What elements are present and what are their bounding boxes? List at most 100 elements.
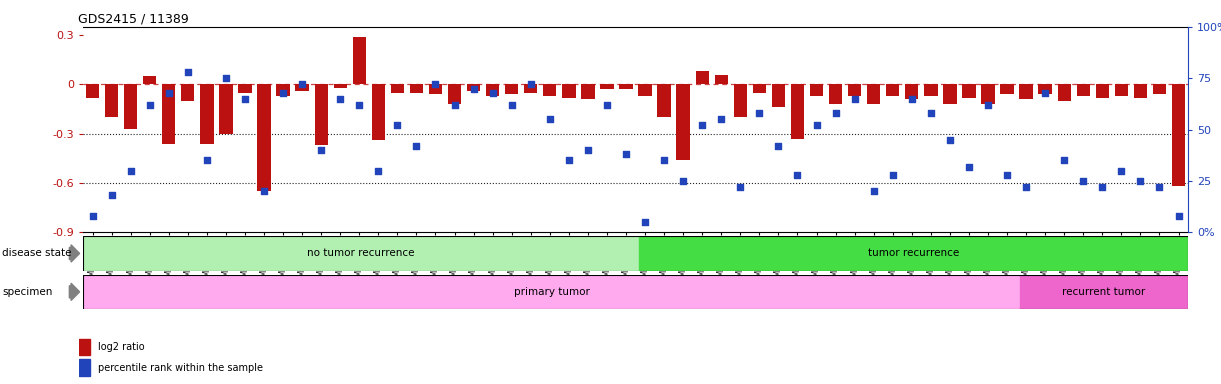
Bar bbox=[466, 84, 480, 91]
Bar bbox=[1134, 84, 1147, 98]
Point bbox=[902, 96, 922, 102]
Bar bbox=[429, 84, 442, 94]
FancyArrow shape bbox=[70, 245, 79, 262]
Point bbox=[559, 157, 579, 164]
Bar bbox=[847, 84, 861, 96]
Bar bbox=[1115, 84, 1128, 96]
Point bbox=[617, 151, 636, 157]
Bar bbox=[238, 84, 252, 93]
Point bbox=[121, 167, 140, 174]
Point bbox=[674, 178, 694, 184]
Point bbox=[349, 102, 369, 108]
Bar bbox=[1039, 84, 1051, 94]
Point bbox=[635, 219, 654, 225]
Point bbox=[159, 89, 178, 96]
Bar bbox=[924, 84, 938, 96]
Bar bbox=[543, 84, 557, 96]
Point bbox=[274, 89, 293, 96]
Point bbox=[197, 157, 216, 164]
Bar bbox=[810, 84, 823, 96]
Point bbox=[788, 172, 807, 178]
Bar bbox=[333, 84, 347, 88]
Point bbox=[178, 69, 198, 75]
Point bbox=[940, 137, 960, 143]
Bar bbox=[1000, 84, 1013, 94]
Point bbox=[825, 110, 845, 116]
Point bbox=[654, 157, 674, 164]
Point bbox=[216, 75, 236, 81]
Bar bbox=[83, 275, 1020, 309]
Text: log2 ratio: log2 ratio bbox=[98, 342, 144, 352]
Point bbox=[845, 96, 864, 102]
Point bbox=[369, 167, 388, 174]
FancyArrow shape bbox=[70, 283, 79, 300]
Bar bbox=[1020, 275, 1188, 309]
Point bbox=[140, 102, 160, 108]
Bar bbox=[258, 84, 271, 191]
Bar bbox=[943, 84, 956, 104]
Bar bbox=[581, 84, 595, 99]
Bar bbox=[905, 84, 918, 99]
Point bbox=[464, 86, 484, 92]
Bar bbox=[1095, 84, 1109, 98]
Point bbox=[921, 110, 940, 116]
Bar bbox=[79, 359, 90, 376]
Bar bbox=[353, 37, 366, 84]
Bar bbox=[1153, 84, 1166, 94]
Bar bbox=[220, 84, 232, 134]
Text: tumor recurrence: tumor recurrence bbox=[868, 248, 958, 258]
Bar bbox=[714, 74, 728, 84]
Text: recurrent tumor: recurrent tumor bbox=[1062, 287, 1145, 297]
Bar bbox=[162, 84, 176, 144]
Point bbox=[311, 147, 331, 153]
Bar bbox=[1077, 84, 1090, 96]
Bar bbox=[79, 339, 90, 355]
Point bbox=[712, 116, 731, 122]
Point bbox=[1016, 184, 1035, 190]
Point bbox=[482, 89, 502, 96]
Text: primary tumor: primary tumor bbox=[514, 287, 590, 297]
Point bbox=[1150, 184, 1170, 190]
Point bbox=[807, 122, 827, 129]
Point bbox=[1111, 167, 1131, 174]
Point bbox=[1131, 178, 1150, 184]
Bar bbox=[867, 84, 880, 104]
Bar bbox=[639, 84, 652, 96]
Bar bbox=[791, 84, 805, 139]
Bar bbox=[657, 84, 670, 117]
Point bbox=[236, 96, 255, 102]
Bar bbox=[181, 84, 194, 101]
Point bbox=[960, 164, 979, 170]
Point bbox=[521, 81, 541, 88]
Point bbox=[1168, 213, 1188, 219]
Point bbox=[998, 172, 1017, 178]
Point bbox=[578, 147, 597, 153]
Bar bbox=[639, 236, 1188, 271]
Point bbox=[387, 122, 407, 129]
Bar bbox=[562, 84, 575, 98]
Bar bbox=[105, 84, 118, 117]
Point bbox=[597, 102, 617, 108]
Point bbox=[540, 116, 559, 122]
Point bbox=[254, 188, 274, 194]
Text: GDS2415 / 11389: GDS2415 / 11389 bbox=[77, 13, 188, 26]
Bar bbox=[125, 84, 137, 129]
Bar bbox=[524, 84, 537, 93]
Text: disease state: disease state bbox=[2, 248, 72, 258]
Bar bbox=[829, 84, 842, 104]
Point bbox=[1093, 184, 1112, 190]
Point bbox=[292, 81, 311, 88]
Bar bbox=[772, 84, 785, 108]
Bar bbox=[1172, 84, 1186, 186]
Point bbox=[750, 110, 769, 116]
Bar bbox=[601, 84, 614, 89]
Text: percentile rank within the sample: percentile rank within the sample bbox=[98, 363, 263, 373]
Bar bbox=[1020, 84, 1033, 99]
Text: no tumor recurrence: no tumor recurrence bbox=[308, 248, 415, 258]
Point bbox=[407, 143, 426, 149]
Bar bbox=[486, 84, 499, 96]
Bar bbox=[886, 84, 900, 96]
Bar bbox=[410, 84, 424, 93]
Bar bbox=[371, 84, 385, 140]
Point bbox=[331, 96, 350, 102]
